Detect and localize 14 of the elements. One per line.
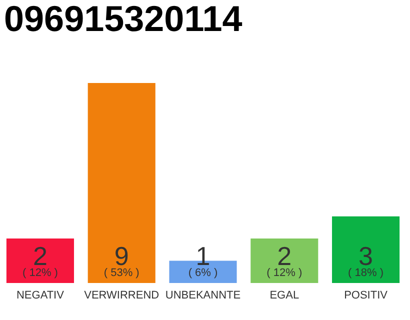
bar bbox=[6, 238, 74, 283]
bar bbox=[88, 83, 156, 283]
x-tick-label: POSITIV bbox=[344, 290, 388, 302]
chart-title: 096915320114 bbox=[4, 0, 242, 39]
x-tick-label: NEGATIV bbox=[16, 290, 65, 302]
x-tick-label: VERWIRREND bbox=[84, 290, 160, 302]
annotation: ( 53% ) bbox=[104, 267, 140, 279]
annotation: ( 12% ) bbox=[266, 267, 302, 279]
annotation: ( 6% ) bbox=[188, 267, 218, 279]
bar bbox=[332, 216, 400, 283]
x-tick-label: UNBEKANNTE bbox=[165, 290, 241, 302]
annotation: ( 18% ) bbox=[348, 267, 384, 279]
x-tick-label: EGAL bbox=[270, 290, 300, 302]
bar bbox=[250, 238, 318, 283]
